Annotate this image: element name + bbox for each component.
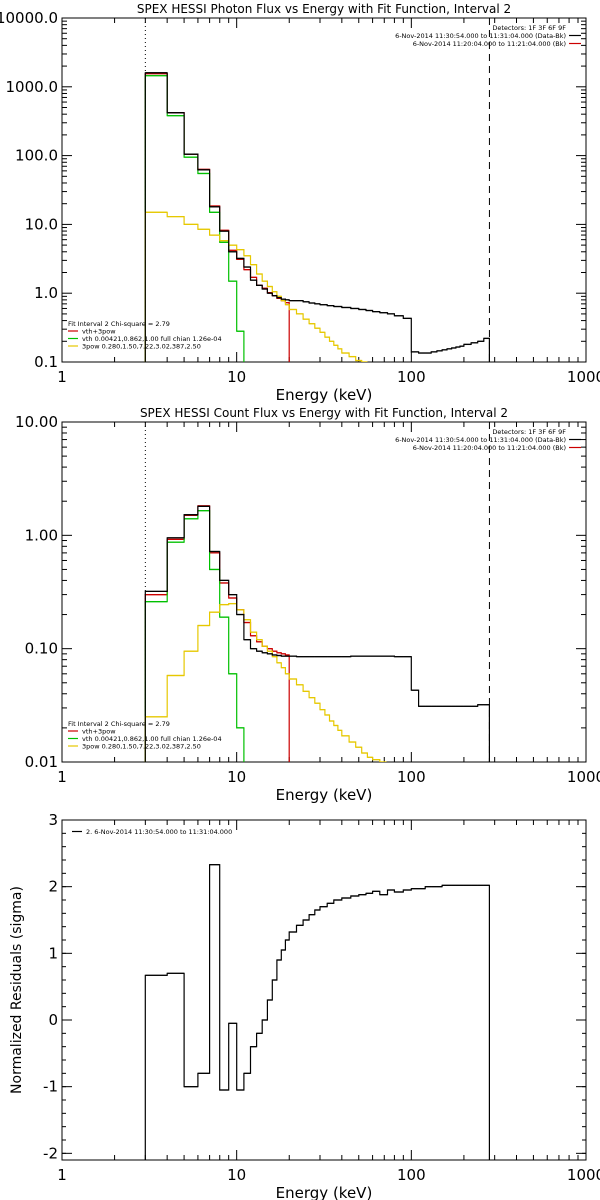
legend-label: 2. 6-Nov-2014 11:30:54.000 to 11:31:04.0… xyxy=(86,828,232,836)
header-line: Detectors: 1F 3F 6F 9F xyxy=(492,428,566,436)
legend-label: vth 0.00421,0.862,1.00 full chian 1.26e-… xyxy=(82,735,222,743)
plot-frame xyxy=(61,421,587,763)
x-axis-label: Energy (keV) xyxy=(276,386,373,404)
header-line: 6-Nov-2014 11:20:04.000 to 11:21:04.000 … xyxy=(413,444,566,452)
plot-area xyxy=(144,18,490,362)
y-tick-label: 1000.0 xyxy=(6,78,59,96)
x-axis-label: Energy (keV) xyxy=(276,1184,373,1200)
x-tick-label: 100 xyxy=(397,768,426,786)
x-tick-label: 1 xyxy=(57,368,67,386)
y-axis-label: Normalized Residuals (sigma) xyxy=(9,886,25,1094)
legend-label: vth 0.00421,0.862,1.00 full chian 1.26e-… xyxy=(82,335,222,343)
x-tick-label: 10 xyxy=(227,768,246,786)
legend: 2. 6-Nov-2014 11:30:54.000 to 11:31:04.0… xyxy=(72,828,232,836)
legend: Fit Interval 2 Chi-square = 2.79vth+3pow… xyxy=(68,720,222,751)
legend: Fit Interval 2 Chi-square = 2.79vth+3pow… xyxy=(68,320,222,351)
chart-3: 1 10 100 1000 -2 -1 0 1 2 3 Energy (keV) Normalized… xyxy=(9,811,600,1200)
series-step-line xyxy=(144,72,490,362)
y-tick-label: 100.0 xyxy=(15,147,58,165)
header-line: 6-Nov-2014 11:30:54.000 to 11:31:04.000 … xyxy=(395,32,566,40)
legend-label: 3pow 0.280,1.50,7.22,3.02,387,2.50 xyxy=(82,743,201,751)
y-tick-label: 0.1 xyxy=(34,353,58,371)
plot-frame xyxy=(61,819,587,1161)
x-tick-label: 10 xyxy=(227,368,246,386)
y-tick-label: -1 xyxy=(43,1078,58,1096)
series-data xyxy=(144,505,490,762)
y-tick-label: -2 xyxy=(43,1144,58,1162)
header-line: 6-Nov-2014 11:30:54.000 to 11:31:04.000 … xyxy=(395,436,566,444)
x-tick-label: 1000 xyxy=(567,1166,600,1184)
series-3pow xyxy=(144,211,368,362)
y-tick-label: 0 xyxy=(48,1011,58,1029)
series-step-line xyxy=(144,73,290,362)
plot-area xyxy=(144,864,490,1160)
chart-1: 1 10 100 1000 0.1 1.0 10.0 100.0 1000.0 10000.0 SP… xyxy=(0,2,600,404)
plot-frame xyxy=(61,17,587,363)
chart-title: SPEX HESSI Count Flux vs Energy with Fit… xyxy=(140,406,508,420)
y-tick-label: 1.0 xyxy=(34,284,58,302)
x-tick-label: 1000 xyxy=(567,368,600,386)
x-axis-label: Energy (keV) xyxy=(276,786,373,804)
series-step-line xyxy=(144,864,490,1160)
y-tick-label: 2 xyxy=(48,878,58,896)
legend-label: Fit Interval 2 Chi-square = 2.79 xyxy=(68,720,170,728)
y-tick-label: 1 xyxy=(48,944,58,962)
y-tick-label: 10.0 xyxy=(25,215,58,233)
x-tick-label: 1 xyxy=(57,1166,67,1184)
series-vth-3pow xyxy=(144,505,290,762)
y-tick-label: 10000.0 xyxy=(0,9,58,27)
legend-label: vth+3pow xyxy=(82,328,116,336)
chart-title: SPEX HESSI Photon Flux vs Energy with Fi… xyxy=(137,2,511,16)
header-line: Detectors: 1F 3F 6F 9F xyxy=(492,24,566,32)
chart-2: 1 10 100 1000 0.01 0.10 1.00 10.00 SPEX HESSI Co… xyxy=(15,406,600,804)
series-2-6-nov-2014-11-30-54-000-to-11-31-04-000 xyxy=(144,864,490,1160)
y-tick-label: 0.10 xyxy=(25,640,58,658)
y-tick-label: 0.01 xyxy=(25,753,58,771)
x-tick-label: 1000 xyxy=(567,768,600,786)
series-data xyxy=(144,72,490,362)
series-step-line xyxy=(144,505,490,762)
x-tick-label: 10 xyxy=(227,1166,246,1184)
header-line: 6-Nov-2014 11:20:04.000 to 11:21:04.000 … xyxy=(413,40,566,48)
x-tick-label: 1 xyxy=(57,768,67,786)
x-tick-label: 100 xyxy=(397,1166,426,1184)
y-tick-label: 3 xyxy=(48,811,58,829)
legend-label: 3pow 0.280,1.50,7.22,3.02,387,2.50 xyxy=(82,343,201,351)
y-tick-label: 10.00 xyxy=(15,413,58,431)
plot-area xyxy=(144,422,490,762)
x-tick-label: 100 xyxy=(397,368,426,386)
series-vth-3pow xyxy=(144,73,290,362)
legend-label: vth+3pow xyxy=(82,728,116,736)
y-tick-label: 1.00 xyxy=(25,526,58,544)
series-3pow xyxy=(144,602,387,762)
legend-label: Fit Interval 2 Chi-square = 2.79 xyxy=(68,320,170,328)
